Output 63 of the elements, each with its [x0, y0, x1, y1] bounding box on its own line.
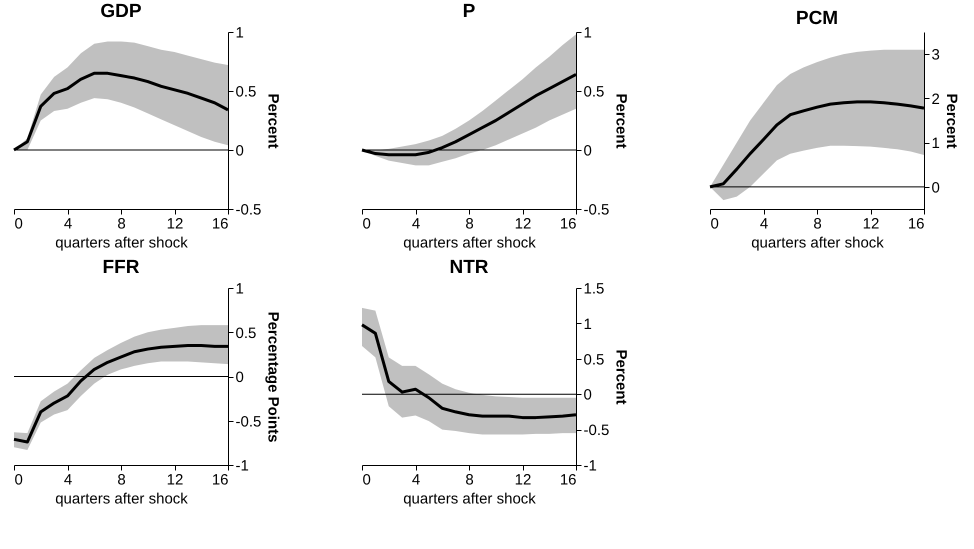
x-tick-label: 4 — [412, 216, 420, 232]
y-tick-label: 0.5 — [236, 84, 256, 100]
x-tick-label: 8 — [813, 216, 822, 232]
x-axis-title: quarters after shock — [751, 234, 884, 252]
x-tick-label: 0 — [362, 472, 371, 488]
x-tick-label: 8 — [117, 216, 126, 232]
x-tick-label: 8 — [117, 472, 126, 488]
chart-title: NTR — [449, 257, 489, 278]
y-tick-label: -0.5 — [584, 422, 610, 440]
x-tick-label: 12 — [166, 216, 184, 232]
y-tick-label: 0.5 — [584, 84, 604, 100]
y-tick-label: 0.5 — [584, 351, 604, 368]
x-tick-label: 16 — [212, 216, 228, 232]
x-tick-label: 4 — [64, 216, 72, 232]
y-tick-label: 0.5 — [236, 324, 256, 342]
y-tick-label: 1 — [584, 24, 592, 42]
chart-title: P — [462, 1, 476, 22]
y-axis-title: Percentage Points — [264, 312, 282, 442]
y-axis-title: Percent — [942, 93, 960, 149]
y-tick-label: 0 — [584, 386, 592, 404]
y-tick-label: 0 — [236, 142, 244, 160]
x-axis-title: quarters after shock — [55, 490, 188, 508]
x-tick-label: 12 — [166, 472, 184, 488]
x-tick-label: 0 — [14, 216, 23, 232]
x-tick-label: 0 — [362, 216, 371, 232]
y-tick-label: 0 — [584, 142, 592, 160]
y-tick-label: 0 — [236, 369, 244, 386]
y-tick-label: 1.5 — [584, 280, 604, 298]
x-tick-label: 16 — [908, 216, 924, 232]
y-tick-label: 0 — [932, 179, 940, 196]
y-axis-title: Percent — [612, 93, 630, 149]
x-tick-label: 4 — [760, 216, 768, 232]
y-axis-title: Percent — [612, 349, 630, 405]
chart-title: PCM — [796, 8, 838, 29]
x-tick-label: 8 — [465, 216, 474, 232]
x-axis-title: quarters after shock — [403, 234, 536, 252]
y-tick-label: -0.5 — [236, 202, 262, 218]
x-tick-label: 16 — [560, 472, 576, 488]
x-axis-title: quarters after shock — [55, 234, 188, 252]
chart-title: GDP — [100, 1, 142, 22]
x-tick-label: 12 — [514, 216, 532, 232]
y-tick-label: -0.5 — [584, 202, 610, 218]
x-tick-label: 0 — [14, 472, 23, 488]
y-tick-label: -0.5 — [236, 413, 262, 430]
x-tick-label: 12 — [514, 472, 532, 488]
x-tick-label: 0 — [710, 216, 719, 232]
chart-title: FFR — [102, 257, 140, 278]
y-tick-label: 1 — [584, 316, 592, 333]
x-tick-label: 16 — [212, 472, 228, 488]
x-tick-label: 8 — [465, 472, 474, 488]
y-tick-label: 1 — [932, 135, 940, 152]
y-tick-label: -1 — [236, 458, 249, 474]
y-tick-label: -1 — [584, 458, 597, 474]
x-axis-title: quarters after shock — [403, 490, 536, 508]
x-tick-label: 4 — [64, 472, 72, 488]
x-tick-label: 12 — [862, 216, 880, 232]
y-tick-label: 2 — [932, 90, 940, 108]
x-tick-label: 4 — [412, 472, 420, 488]
y-axis-title: Percent — [264, 93, 282, 149]
x-tick-label: 16 — [560, 216, 576, 232]
y-tick-label: 1 — [236, 24, 244, 42]
y-tick-label: 3 — [932, 46, 940, 64]
y-tick-label: 1 — [236, 280, 244, 298]
